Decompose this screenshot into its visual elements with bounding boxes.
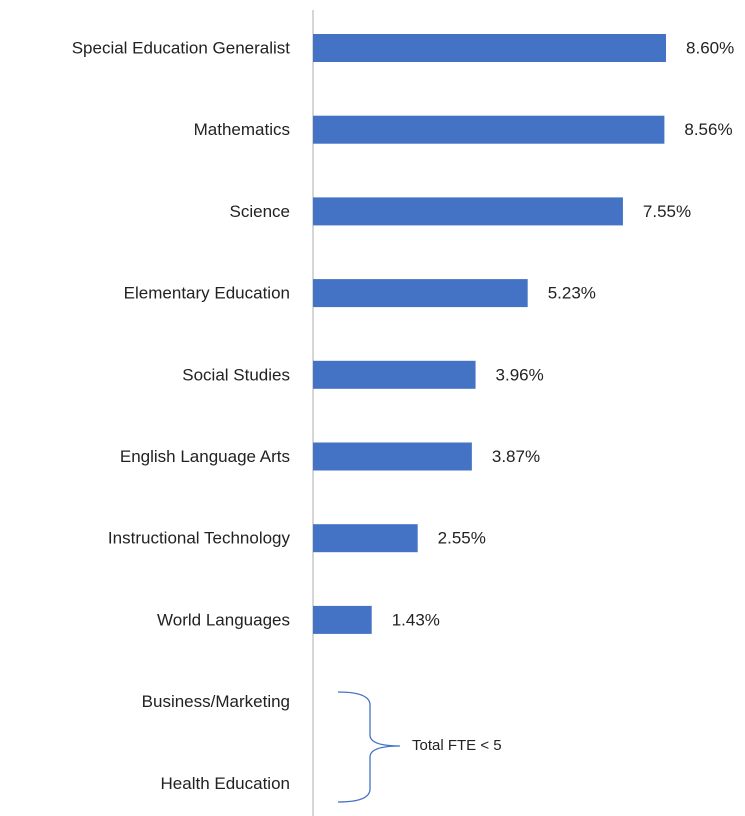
brace [337,691,401,803]
y-tick-label: Science [230,202,290,221]
bar [313,115,665,144]
y-tick-label: Elementary Education [124,284,290,303]
bar [313,279,528,308]
value-label: 8.56% [684,120,732,139]
value-label: 3.96% [496,365,544,384]
y-tick-label: Health Education [161,774,290,793]
y-tick-label: English Language Arts [120,447,290,466]
y-tick-label: World Languages [157,610,290,629]
value-label: 7.55% [643,202,691,221]
value-label: 5.23% [548,284,596,303]
y-tick-label: Mathematics [194,120,290,139]
y-tick-label: Business/Marketing [142,692,290,711]
annotation: Total FTE < 5 [412,737,502,754]
bar [313,360,476,389]
bar [313,197,623,226]
value-label: 3.87% [492,447,540,466]
bar [313,524,418,553]
value-label: 1.43% [392,610,440,629]
bar [313,34,667,62]
value-label: 2.55% [438,529,486,548]
bar [313,442,472,471]
value-label: 8.60% [686,38,734,57]
y-tick-label: Instructional Technology [108,529,291,548]
bar [313,605,372,634]
y-tick-label: Special Education Generalist [72,38,291,57]
y-tick-label: Social Studies [182,365,290,384]
